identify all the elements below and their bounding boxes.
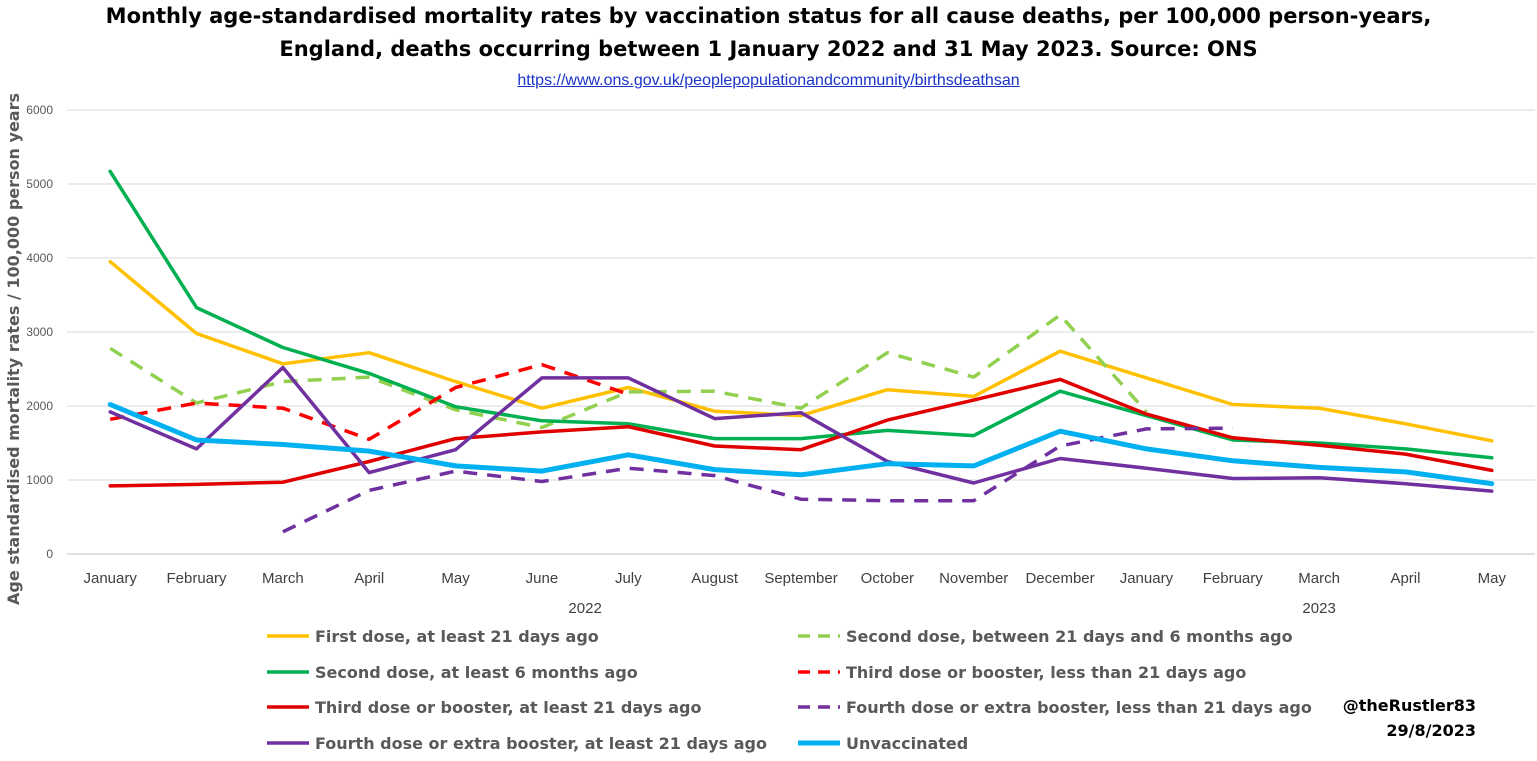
y-tick-label: 4000	[26, 251, 53, 265]
x-axis: January February March April May June July Augu…	[83, 570, 1506, 617]
legend-label: Third dose or booster, at least 21 days …	[315, 698, 701, 717]
legend-label: Fourth dose or extra booster, less than …	[846, 698, 1312, 717]
x-tick-label: February	[167, 570, 228, 587]
y-tick-label: 0	[46, 547, 53, 561]
x-tick-label: January	[1120, 570, 1174, 587]
legend-label: Fourth dose or extra booster, at least 2…	[315, 734, 767, 753]
legend-label: Third dose or booster, less than 21 days…	[846, 663, 1246, 682]
x-year-label: 2022	[568, 600, 601, 617]
series-line-7	[107, 402, 1495, 487]
y-axis-ticks: 0 1000 2000 3000 4000 5000 6000	[26, 103, 53, 561]
source-link[interactable]: https://www.ons.gov.uk/peoplepopulationa…	[517, 72, 1020, 89]
x-tick-label: May	[1478, 570, 1507, 587]
series-line-3	[109, 362, 629, 442]
series-line-1	[109, 313, 1148, 430]
series-line-6	[108, 365, 1494, 493]
x-tick-label: May	[441, 570, 470, 587]
x-tick-label: September	[764, 570, 837, 587]
chart-title-line-2: England, deaths occurring between 1 Janu…	[279, 37, 1258, 61]
x-tick-label: February	[1203, 570, 1264, 587]
gridlines	[67, 109, 1535, 555]
series-line-4	[108, 377, 1494, 488]
x-tick-label: March	[262, 570, 304, 587]
x-tick-label: October	[861, 570, 914, 587]
legend-label: First dose, at least 21 days ago	[315, 627, 599, 646]
x-tick-label: July	[615, 570, 642, 587]
series-line-0	[108, 259, 1494, 443]
y-tick-label: 5000	[26, 177, 53, 191]
y-tick-label: 6000	[26, 103, 53, 117]
credit-date: 29/8/2023	[1386, 721, 1476, 740]
chart-title-line-1: Monthly age-standardised mortality rates…	[105, 4, 1432, 28]
series-lines	[107, 169, 1495, 534]
x-tick-label: April	[354, 570, 384, 587]
x-tick-label: November	[939, 570, 1008, 587]
x-tick-label: March	[1298, 570, 1340, 587]
x-tick-label: June	[526, 570, 559, 587]
x-year-label: 2023	[1302, 600, 1335, 617]
series-line-5	[282, 426, 1233, 534]
legend: First dose, at least 21 days ago Second d…	[267, 627, 1312, 753]
y-axis-label: Age standardised mortality rates / 100,0…	[4, 93, 23, 605]
author-handle: @theRustler83	[1342, 696, 1476, 715]
x-tick-label: December	[1025, 570, 1094, 587]
y-tick-label: 1000	[26, 473, 53, 487]
legend-label: Second dose, between 21 days and 6 month…	[846, 627, 1293, 646]
y-tick-label: 3000	[26, 325, 53, 339]
y-tick-label: 2000	[26, 399, 53, 413]
x-tick-label: August	[691, 570, 739, 587]
x-tick-label: April	[1390, 570, 1420, 587]
legend-label: Unvaccinated	[846, 734, 968, 753]
legend-label: Second dose, at least 6 months ago	[315, 663, 638, 682]
x-tick-label: January	[83, 570, 137, 587]
